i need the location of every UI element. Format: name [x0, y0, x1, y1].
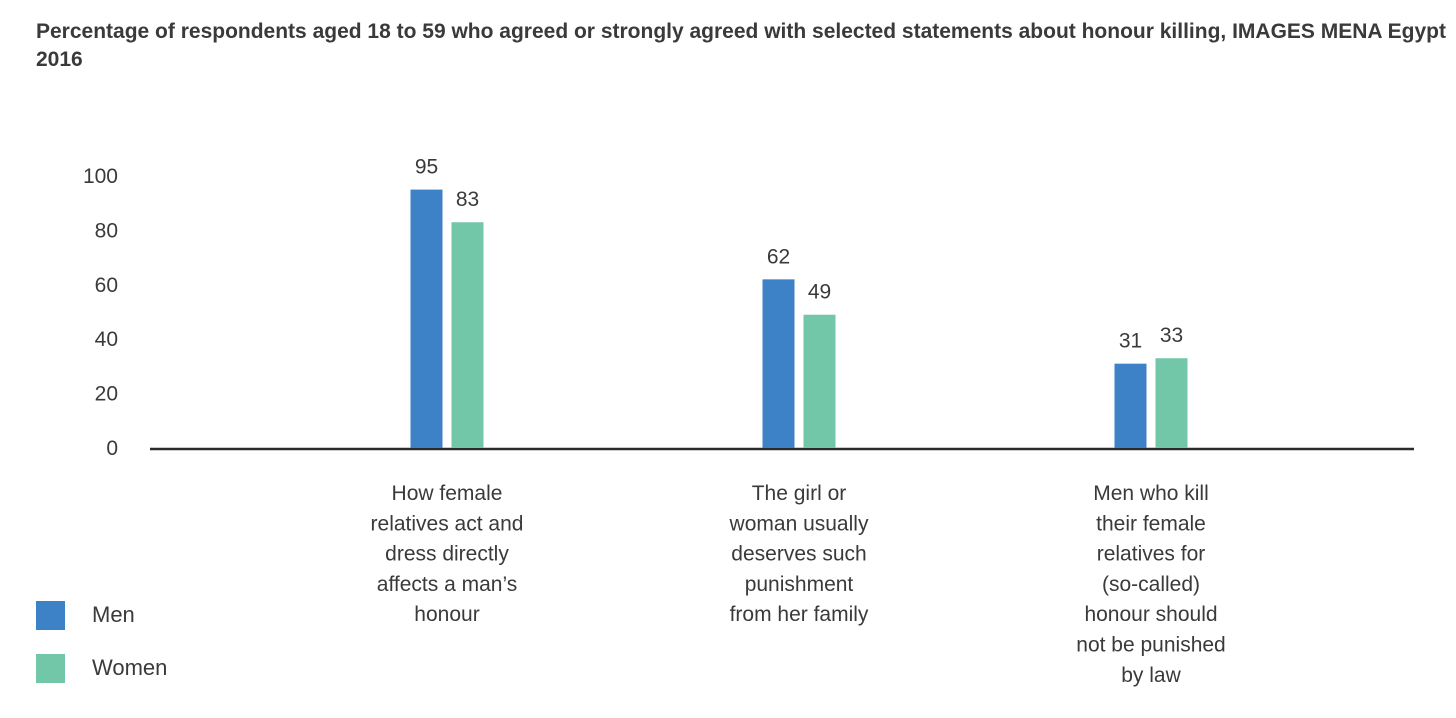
- data-label: 49: [808, 281, 831, 304]
- data-label: 33: [1160, 324, 1183, 347]
- bar-men: [410, 189, 443, 448]
- category-label-line: deserves such: [731, 543, 866, 566]
- category-label: The girl or woman usually deserves such pun…: [729, 482, 869, 626]
- y-tick-label: 60: [95, 274, 118, 297]
- data-label: 31: [1119, 330, 1142, 353]
- legend-item-women: Women: [36, 653, 167, 683]
- category-label-line: by law: [1121, 664, 1181, 687]
- category-label-line: (so-called): [1102, 573, 1200, 596]
- category-label-line: Men who kill: [1093, 482, 1209, 505]
- y-tick-label: 40: [95, 328, 118, 351]
- data-label: 95: [415, 156, 438, 179]
- bar-women: [803, 314, 836, 448]
- category-label-line: from her family: [730, 603, 869, 626]
- bar-women: [1155, 358, 1188, 448]
- category-label-line: affects a man’s: [377, 573, 517, 596]
- category-label-line: relatives act and: [371, 512, 524, 535]
- legend-swatch-women: [36, 653, 65, 683]
- bar-men: [1114, 363, 1147, 448]
- category-label-line: honour should: [1084, 603, 1217, 626]
- category-label-line: woman usually: [729, 512, 869, 535]
- category-label: How female relatives act and dress directl…: [371, 482, 524, 626]
- y-tick-label: 100: [83, 165, 118, 188]
- legend-label-women: Women: [92, 655, 168, 680]
- y-tick-label: 20: [95, 383, 118, 406]
- category-label-line: The girl or: [752, 482, 847, 505]
- legend: Men Women: [36, 600, 167, 706]
- category-label-line: dress directly: [385, 543, 509, 566]
- category-label-line: punishment: [745, 573, 854, 596]
- bar-women: [451, 222, 484, 448]
- category-label: Men who kill their female relatives for (so…: [1076, 482, 1225, 687]
- category-label-line: honour: [414, 603, 479, 626]
- legend-label-men: Men: [92, 602, 135, 627]
- legend-item-men: Men: [36, 600, 167, 630]
- category-label-line: relatives for: [1097, 543, 1206, 566]
- y-tick-label: 80: [95, 219, 118, 242]
- data-label: 83: [456, 188, 479, 211]
- legend-swatch-men: [36, 600, 65, 630]
- category-label-line: How female: [392, 482, 503, 505]
- category-label-line: their female: [1096, 512, 1206, 535]
- category-label-line: not be punished: [1076, 634, 1225, 657]
- y-tick-label: 0: [106, 437, 118, 460]
- chart-title: Percentage of respondents aged 18 to 59 …: [36, 20, 1446, 71]
- data-label: 62: [767, 245, 790, 268]
- bar-men: [762, 279, 795, 448]
